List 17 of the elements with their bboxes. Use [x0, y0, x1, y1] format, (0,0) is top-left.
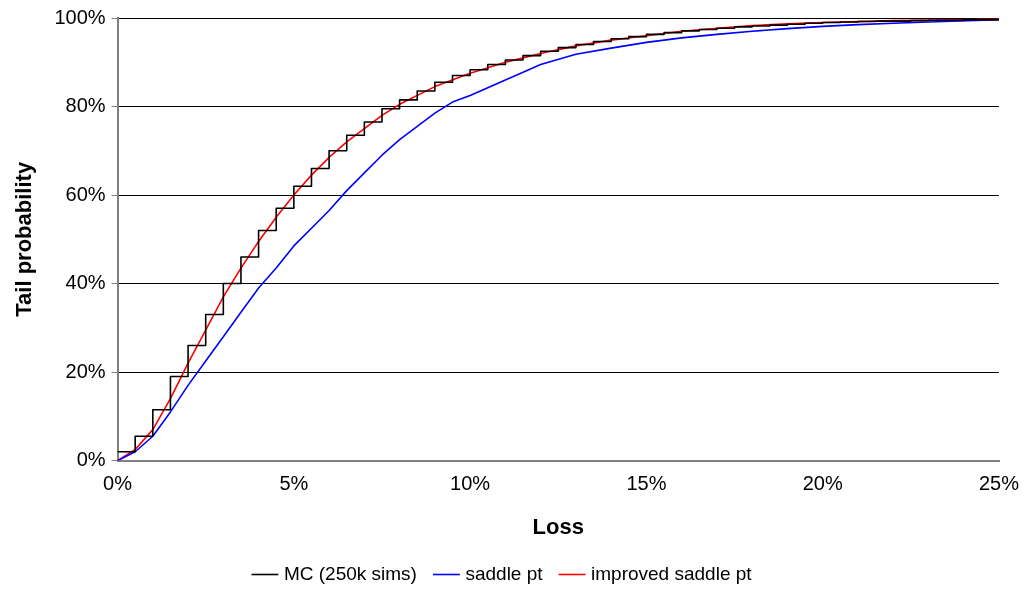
legend-label: MC (250k sims) [283, 562, 417, 584]
y-tick-label: 20% [65, 359, 106, 382]
y-tick-label: 60% [65, 182, 106, 205]
legend-label: saddle pt [465, 562, 544, 584]
y-tick-label: 0% [76, 448, 106, 471]
x-tick-label: 10% [450, 472, 491, 495]
x-tick-label: 25% [978, 472, 1020, 495]
y-tick-label: 40% [65, 271, 106, 294]
x-tick-label: 15% [626, 472, 667, 495]
x-tick-label: 0% [103, 472, 133, 495]
x-axis-title: Loss [532, 513, 584, 539]
y-axis-title: Tail probability [11, 161, 37, 317]
y-tick-label: 100% [54, 5, 106, 28]
x-tick-label: 5% [279, 472, 309, 495]
legend-label: improved saddle pt [591, 562, 753, 584]
y-tick-label: 80% [65, 94, 106, 117]
x-tick-label: 20% [802, 472, 843, 495]
